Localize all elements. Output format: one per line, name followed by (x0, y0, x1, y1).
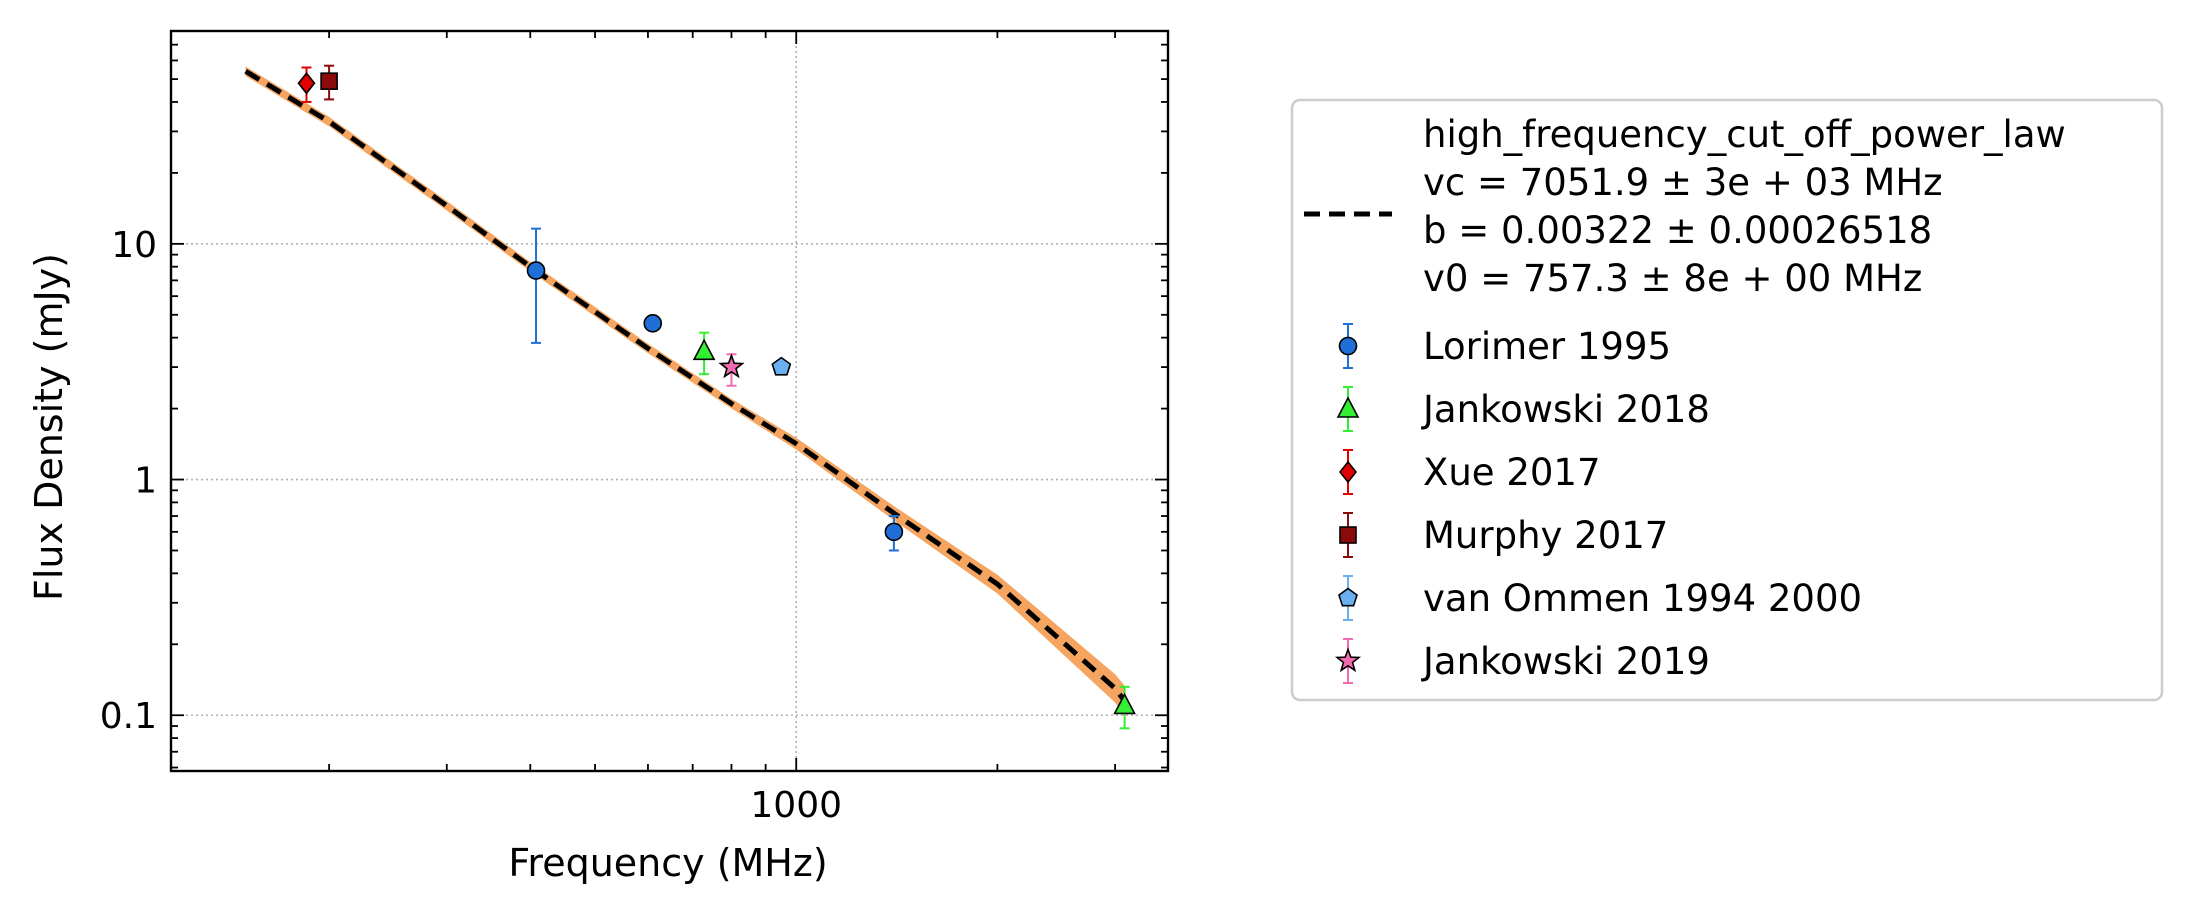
x-tick-label: 1000 (750, 785, 842, 826)
data-markers (297, 64, 1136, 730)
legend-label: Lorimer 1995 (1423, 325, 1671, 368)
legend-label: Jankowski 2019 (1421, 640, 1710, 683)
data-point (1113, 692, 1136, 715)
legend-fit-label-line: v0 = 757.3 ± 8e + 00 MHz (1423, 257, 1922, 300)
series-jankowski-2019 (718, 353, 745, 387)
legend-fit-label-line: b = 0.00322 ± 0.00026518 (1423, 209, 1932, 252)
series-xue-2017 (297, 66, 316, 103)
y-tick-label: 0.1 (100, 696, 157, 737)
legend-fit-label-line: high_frequency_cut_off_power_law (1423, 113, 2066, 156)
series-murphy-2017 (320, 64, 338, 101)
data-point (320, 72, 338, 90)
data-point (526, 261, 546, 280)
legend-marker (1334, 647, 1362, 673)
legend-marker (1338, 587, 1358, 607)
legend-label: Xue 2017 (1423, 451, 1600, 494)
legend-marker (1338, 336, 1358, 356)
data-point (692, 338, 716, 361)
legend-label: van Ommen 1994 2000 (1423, 577, 1862, 620)
fit-curve (244, 69, 1127, 703)
legend-label: Jankowski 2018 (1421, 388, 1710, 431)
plot-frame (169, 29, 1170, 773)
y-axis-label: Flux Density (mJy) (27, 253, 71, 601)
axes (169, 29, 1170, 773)
series-jankowski-2018 (692, 331, 1136, 730)
data-point (771, 356, 792, 376)
fit-line (244, 69, 1127, 703)
data-point (297, 72, 316, 95)
y-tick-label: 10 (111, 225, 157, 266)
legend-label: Murphy 2017 (1423, 514, 1668, 557)
legend-marker (1338, 460, 1358, 484)
data-point (718, 353, 745, 379)
error-bar (531, 227, 542, 344)
legend-box (1290, 98, 2164, 702)
data-point (884, 522, 904, 542)
legend-fit-label-line: vc = 7051.9 ± 3e + 03 MHz (1423, 161, 1943, 204)
legend-marker (1336, 396, 1360, 418)
series-van-ommen-1994-2000 (771, 356, 792, 376)
x-axis-label: Frequency (MHz) (508, 841, 827, 885)
grid (171, 31, 1168, 771)
y-tick-label: 1 (134, 461, 157, 502)
data-point (643, 314, 663, 333)
series-lorimer-1995 (526, 227, 904, 552)
legend-marker (1339, 526, 1357, 544)
ticks: 1000 0.1 1 10 (100, 30, 1168, 826)
